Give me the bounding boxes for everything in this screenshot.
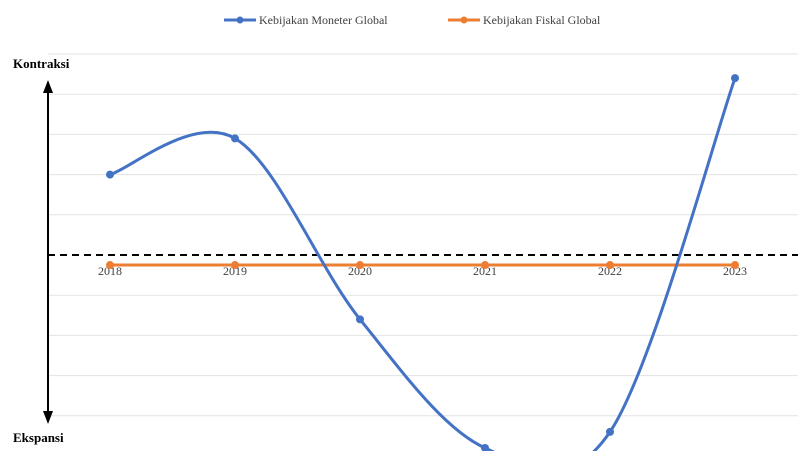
data-point-monetary-2019 <box>231 134 239 143</box>
data-point-fiscal-2022 <box>606 261 614 270</box>
data-point-monetary-2022 <box>606 427 614 436</box>
label-kontraksi: Kontraksi <box>13 56 70 71</box>
series-fiscal <box>106 261 739 270</box>
x-tick-label-2023: 2023 <box>723 264 747 278</box>
gridlines <box>48 53 798 417</box>
data-point-monetary-2023 <box>731 74 739 83</box>
series-monetary <box>106 74 739 451</box>
data-point-fiscal-2023 <box>731 261 739 270</box>
legend-label-fiscal: Kebijakan Fiskal Global <box>483 13 601 27</box>
legend-item-fiscal: Kebijakan Fiskal Global <box>448 13 601 27</box>
x-tick-label-2021: 2021 <box>473 264 497 278</box>
data-point-fiscal-2020 <box>356 261 364 270</box>
x-tick-label-2018: 2018 <box>98 264 122 278</box>
data-point-fiscal-2018 <box>106 261 114 270</box>
data-point-fiscal-2019 <box>231 261 239 270</box>
x-axis-ticks: 2018 2019 2020 2021 2022 2023 <box>98 264 747 278</box>
data-point-monetary-2018 <box>106 170 114 179</box>
arrow-up-icon <box>43 80 53 93</box>
legend-item-monetary: Kebijakan Moneter Global <box>224 13 388 27</box>
data-point-monetary-2021 <box>481 443 489 451</box>
x-tick-label-2019: 2019 <box>223 264 247 278</box>
vertical-arrow <box>43 80 53 424</box>
arrow-down-icon <box>43 411 53 424</box>
data-point-fiscal-2021 <box>481 261 489 270</box>
series-layer <box>106 74 739 451</box>
x-tick-label-2022: 2022 <box>598 264 622 278</box>
x-tick-label-2020: 2020 <box>348 264 372 278</box>
legend: Kebijakan Moneter Global Kebijakan Fiska… <box>224 13 601 27</box>
data-point-monetary-2020 <box>356 315 364 324</box>
legend-label-monetary: Kebijakan Moneter Global <box>259 13 388 27</box>
label-ekspansi: Ekspansi <box>13 430 64 445</box>
